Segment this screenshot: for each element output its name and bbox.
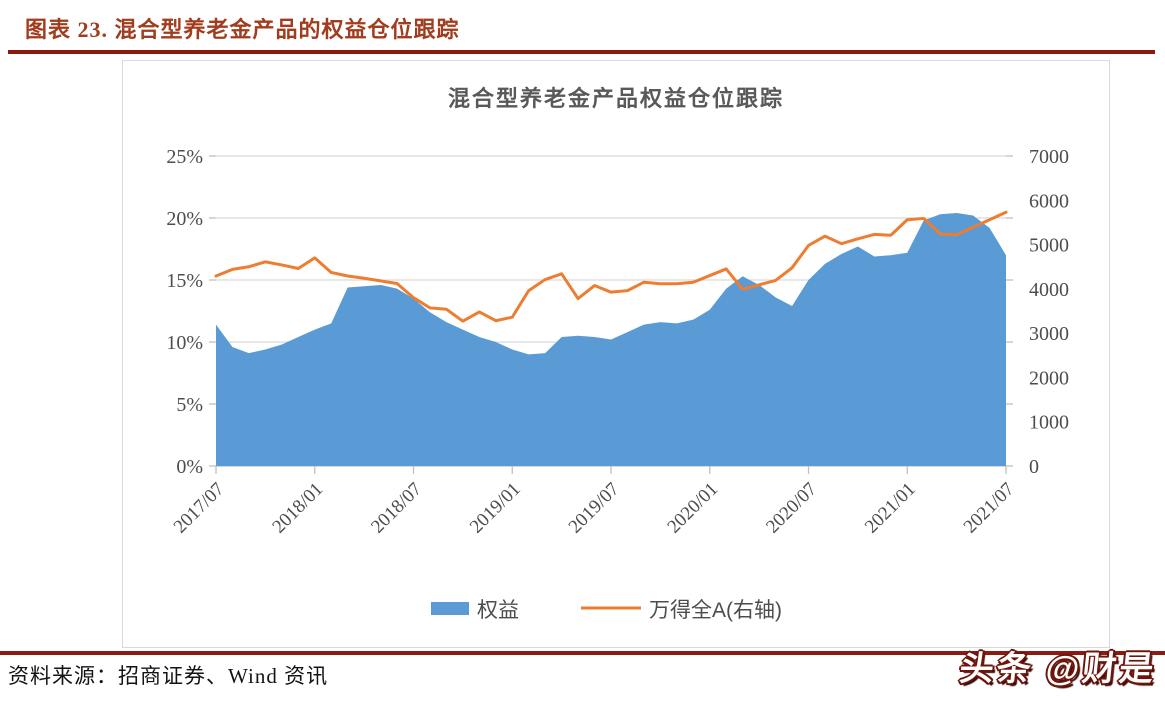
index-line-series [214,210,1008,323]
x-tick-label: 2018/01 [268,479,327,538]
equity-area-series [216,213,1006,466]
x-axis: 2017/07 2018/01 2018/07 2019/01 2019/07 2020/… [170,466,1019,538]
y-right-tick-label: 0 [1029,456,1039,478]
x-tick-label: 2021/07 [960,479,1019,538]
y-left-tick-label: 15% [166,270,203,292]
y-right-tick-label: 5000 [1029,235,1069,257]
x-tick-label: 2018/07 [367,479,426,538]
y-right-tick-label: 2000 [1029,367,1069,389]
y-right-tick-label: 4000 [1029,279,1069,301]
x-tick-label: 2020/07 [762,479,821,538]
x-tick-label: 2019/01 [466,479,525,538]
legend-swatch-area [431,602,469,615]
chart-title: 混合型养老金产品权益仓位跟踪 [447,86,784,111]
y-left-tick-label: 10% [166,332,203,354]
y-left-tick-label: 5% [176,394,203,416]
x-tick-label: 2017/07 [170,479,229,538]
y-right-tick-label: 1000 [1029,412,1069,434]
y-left-tick-label: 20% [166,208,203,230]
caption-underline [8,50,1155,54]
watermark: 头条 @财是 [958,650,1159,688]
x-tick-label: 2020/01 [663,479,722,538]
chart-canvas: 0% 5% 10% 15% 20% 25% 0 1000 2000 3000 4000 5000 600… [166,146,1069,622]
figure-caption: 图表 23. 混合型养老金产品的权益仓位跟踪 [25,17,460,42]
legend-label-line: 万得全A(右轴) [649,599,782,622]
x-tick-label: 2021/01 [861,479,920,538]
y-left-tick-label: 0% [176,456,203,478]
y-right-tick-label: 3000 [1029,323,1069,345]
y-left-tick-label: 25% [166,146,203,168]
footer-rule [0,651,1165,655]
source-note: 资料来源：招商证券、Wind 资讯 [8,664,329,688]
chart-panel: 0% 5% 10% 15% 20% 25% 0 1000 2000 3000 4000 5000 600… [122,60,1110,648]
legend: 权益 万得全A(右轴) [431,599,782,622]
x-tick-label: 2019/07 [565,479,624,538]
y-right-tick-label: 7000 [1029,146,1069,168]
legend-label-area: 权益 [477,599,519,622]
y-right-tick-label: 6000 [1029,190,1069,212]
